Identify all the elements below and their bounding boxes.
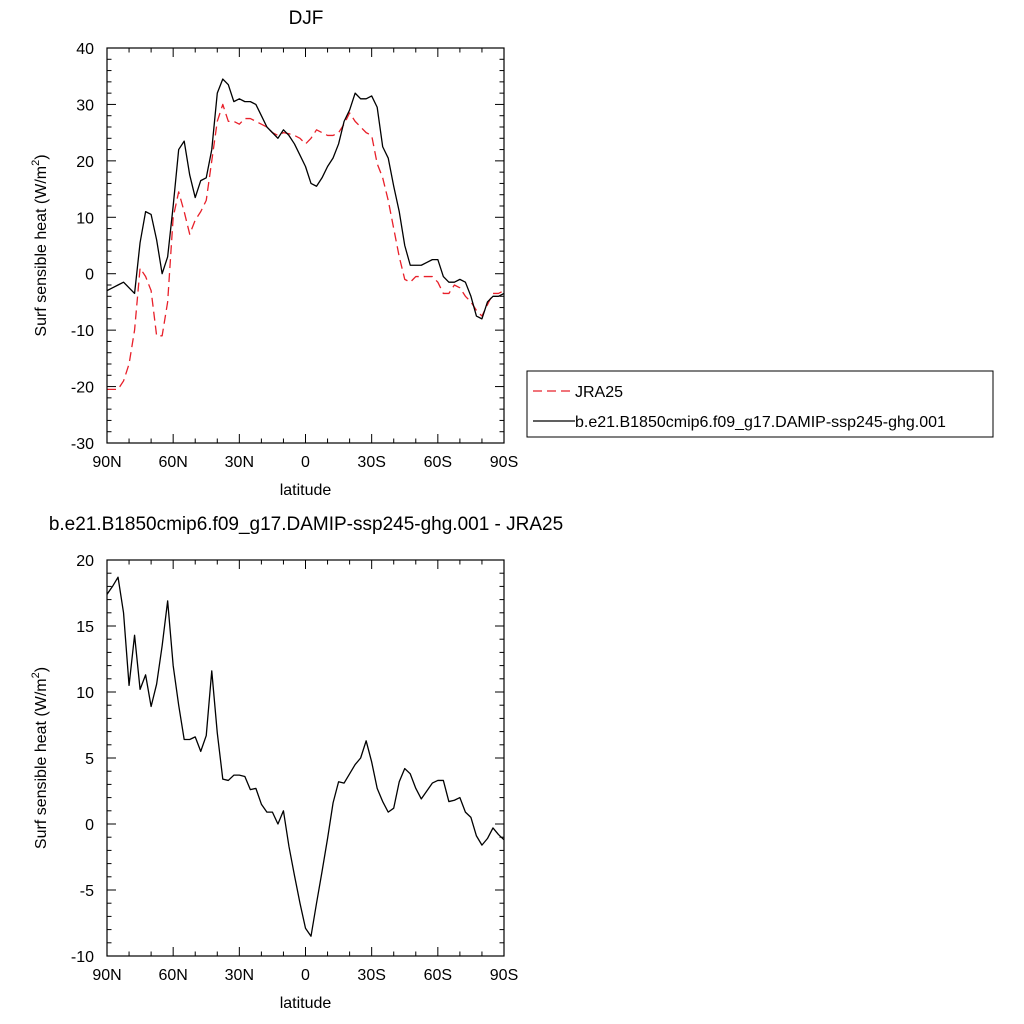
- y-tick-label: -30: [71, 436, 94, 453]
- x-tick-label: 90S: [490, 967, 518, 984]
- series-line-0: [107, 103, 504, 391]
- y-tick-label: 20: [76, 154, 94, 171]
- plot-frame: [106, 47, 505, 444]
- y-tick-label: 20: [76, 553, 94, 570]
- y-tick-label: 10: [76, 210, 94, 227]
- x-axis-label: latitude: [280, 995, 332, 1012]
- x-tick-label: 90N: [92, 454, 121, 471]
- chart-title: DJF: [289, 8, 324, 29]
- y-tick-label: 0: [85, 267, 94, 284]
- y-axis-label-end: ): [33, 154, 50, 159]
- x-tick-label: 0: [301, 967, 310, 984]
- y-axis-label-main: Surf sensible heat (W/m: [33, 678, 50, 849]
- y-axis-label: Surf sensible heat (W/m2): [30, 154, 50, 336]
- x-tick-label: 90N: [92, 967, 121, 984]
- legend-label-0: JRA25: [575, 384, 623, 401]
- series-line-0: [107, 576, 504, 937]
- x-tick-label: 30N: [225, 967, 254, 984]
- series-line-1: [107, 78, 504, 320]
- x-tick-label: 0: [301, 454, 310, 471]
- plot-frame: [106, 559, 505, 957]
- x-tick-label: 60N: [158, 454, 187, 471]
- y-axis-label-sup: 2: [30, 160, 42, 166]
- y-tick-label: 10: [76, 685, 94, 702]
- bottom-panel-difference: b.e21.B1850cmip6.f09_g17.DAMIP-ssp245-gh…: [30, 514, 563, 1012]
- y-tick-label: 0: [85, 817, 94, 834]
- legend-label-1: b.e21.B1850cmip6.f09_g17.DAMIP-ssp245-gh…: [575, 414, 946, 431]
- legend-box: [526, 370, 994, 438]
- x-tick-label: 90S: [490, 454, 518, 471]
- y-tick-label: 5: [85, 751, 94, 768]
- x-tick-label: 60N: [158, 967, 187, 984]
- y-tick-label: 15: [76, 619, 94, 636]
- y-axis-label-end: ): [33, 667, 50, 672]
- top-panel-djf: DJF -30 -20 -10 0 10 20 30 40 90N 60N 30N 0 30S 60S 90S…: [30, 8, 994, 499]
- y-axis-label: Surf sensible heat (W/m2): [30, 667, 50, 849]
- y-tick-label: 40: [76, 41, 94, 58]
- x-tick-label: 60S: [424, 967, 452, 984]
- x-tick-label: 30S: [357, 967, 385, 984]
- x-axis-label: latitude: [280, 482, 332, 499]
- y-tick-label: -10: [71, 323, 94, 340]
- x-tick-label: 30S: [357, 454, 385, 471]
- chart-title: b.e21.B1850cmip6.f09_g17.DAMIP-ssp245-gh…: [49, 514, 563, 535]
- y-tick-label: -20: [71, 380, 94, 397]
- x-tick-label: 30N: [225, 454, 254, 471]
- y-tick-label: 30: [76, 97, 94, 114]
- y-tick-label: -10: [71, 949, 94, 966]
- y-axis-label-main: Surf sensible heat (W/m: [33, 166, 50, 337]
- x-tick-label: 60S: [424, 454, 452, 471]
- y-tick-label: -5: [80, 883, 94, 900]
- legend: JRA25 b.e21.B1850cmip6.f09_g17.DAMIP-ssp2…: [526, 370, 994, 438]
- y-axis-label-sup: 2: [30, 672, 42, 678]
